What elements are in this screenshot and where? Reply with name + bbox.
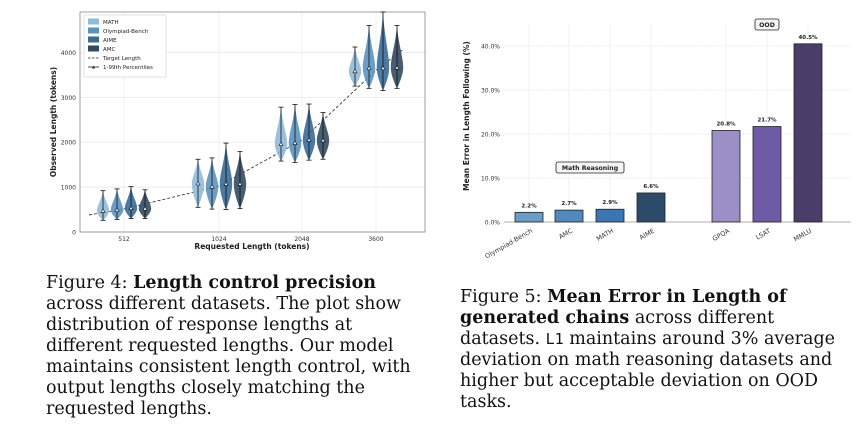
bar [554, 209, 584, 223]
figure-4-chart: 0 1000 2000 3000 4000 512 1024 2048 3600 Reques… [44, 6, 439, 266]
annotation-math-reasoning: Math Reasoning [562, 165, 618, 172]
median-marker [209, 184, 215, 189]
median-marker [352, 68, 358, 74]
legend-swatch [88, 27, 99, 34]
annotation-ood: OOD [759, 22, 775, 29]
figure-5-chart: 2.2% 2.7% 2.9% 6.6% 20.8% 21.7% 40.5% 0.0% 10.0… [458, 10, 853, 275]
violin-plot: 0 1000 2000 3000 4000 512 1024 2048 3600 Reques… [49, 11, 426, 251]
y-tick-label: 20.0% [481, 132, 500, 139]
y-tick-label: 3000 [61, 95, 76, 102]
bar [636, 192, 666, 223]
bar [514, 211, 544, 223]
y-tick-label: 1000 [61, 185, 76, 192]
bar-value-label: 2.7% [561, 201, 577, 207]
median-marker [394, 65, 400, 70]
caption-model-name: L1 [545, 330, 564, 348]
legend-swatch [88, 18, 99, 25]
y-tick-label: 2000 [61, 140, 76, 147]
y-tick-label: 4000 [61, 50, 76, 57]
bar [595, 208, 625, 223]
x-tick-label: LSAT [754, 227, 772, 242]
figure-5-caption: Figure 5: Mean Error in Length of genera… [460, 287, 848, 413]
median-marker [292, 140, 298, 145]
bar [752, 126, 782, 223]
bar-value-label: 6.6% [643, 184, 659, 190]
caption-text: across different datasets. [460, 308, 775, 349]
median-marker [114, 207, 120, 212]
median-marker [142, 206, 148, 211]
caption-text: across different datasets. The plot show… [46, 294, 411, 419]
y-tick-label: 0 [72, 230, 76, 237]
x-tick-label: MATH [595, 227, 615, 243]
x-ticks: Olympiad-Bench AMC MATH AIME GPQA LSAT MMLU [484, 227, 814, 261]
y-tick-label: 0.0% [485, 220, 501, 227]
bar [711, 130, 741, 223]
y-tick-label: 30.0% [481, 88, 500, 95]
x-tick-label: Olympiad-Bench [484, 227, 534, 261]
bar-value-label: 21.7% [757, 118, 777, 124]
legend-label: MATH [103, 20, 119, 26]
bar-value-label: 2.9% [602, 200, 618, 206]
legend-swatch [88, 36, 99, 43]
x-tick-label: 512 [118, 236, 130, 243]
figure-4-caption: Figure 4: Length control precision acros… [46, 273, 431, 420]
plot-frame [79, 11, 426, 233]
legend-label: Target Length [102, 56, 141, 62]
x-tick-label: GPQA [711, 227, 732, 243]
annotation-box [555, 161, 625, 174]
violins [96, 11, 404, 221]
median-marker [306, 137, 312, 142]
x-tick-label: 1024 [211, 236, 226, 243]
y-tick-label: 10.0% [481, 176, 500, 183]
bars: 2.2% 2.7% 2.9% 6.6% 20.8% 21.7% 40.5% [514, 35, 823, 223]
median-marker [195, 180, 201, 186]
x-tick-label: 3600 [368, 236, 383, 243]
legend-label: AMC [103, 47, 116, 53]
legend-label: AIME [103, 38, 117, 44]
x-tick-label: AIME [638, 227, 656, 242]
median-marker [278, 141, 284, 146]
median-marker [320, 137, 326, 143]
annotations: Math Reasoning OOD [555, 18, 780, 174]
y-ticks: 0 1000 2000 3000 4000 [61, 50, 76, 237]
x-axis-label: Requested Length (tokens) [194, 242, 309, 251]
median-marker [380, 65, 386, 70]
annotation-box [754, 18, 780, 31]
x-tick-label: MMLU [792, 227, 813, 244]
x-ticks: 512 1024 2048 3600 [118, 236, 384, 243]
y-axis-label: Observed Length (tokens) [49, 67, 58, 177]
y-tick-label: 40.0% [481, 44, 500, 51]
y-ticks: 0.0% 10.0% 20.0% 30.0% 40.0% [481, 44, 500, 227]
x-tick-label: 2048 [294, 236, 309, 243]
caption-label: Figure 4: [46, 273, 128, 293]
legend-label: Olympiad-Bench [103, 29, 149, 35]
legend-marker [92, 65, 95, 69]
caption-bold: Mean Error in Length of generated chains [460, 287, 787, 328]
caption-label: Figure 5: [460, 287, 542, 307]
median-marker [223, 181, 229, 186]
bar [793, 43, 823, 223]
bar-chart: 2.2% 2.7% 2.9% 6.6% 20.8% 21.7% 40.5% 0.0% 10.0… [462, 18, 851, 261]
bar-value-label: 40.5% [798, 35, 818, 41]
caption-bold: Length control precision [133, 273, 376, 293]
legend-swatch [88, 45, 99, 52]
legend: MATH Olympiad-Bench AIME AMC Target Length 1-… [83, 14, 167, 78]
legend-label: 1-99th Percentiles [103, 65, 153, 71]
caption-text-2: maintains around 3% average deviation on… [460, 329, 836, 412]
y-axis-label: Mean Error in Length Following (%) [462, 41, 471, 191]
median-marker [128, 205, 134, 211]
x-tick-label: AMC [557, 227, 574, 241]
bar-value-label: 20.8% [716, 121, 736, 127]
median-marker [366, 65, 372, 70]
median-marker [100, 208, 106, 213]
median-marker [237, 181, 243, 186]
bar-value-label: 2.2% [521, 203, 537, 209]
